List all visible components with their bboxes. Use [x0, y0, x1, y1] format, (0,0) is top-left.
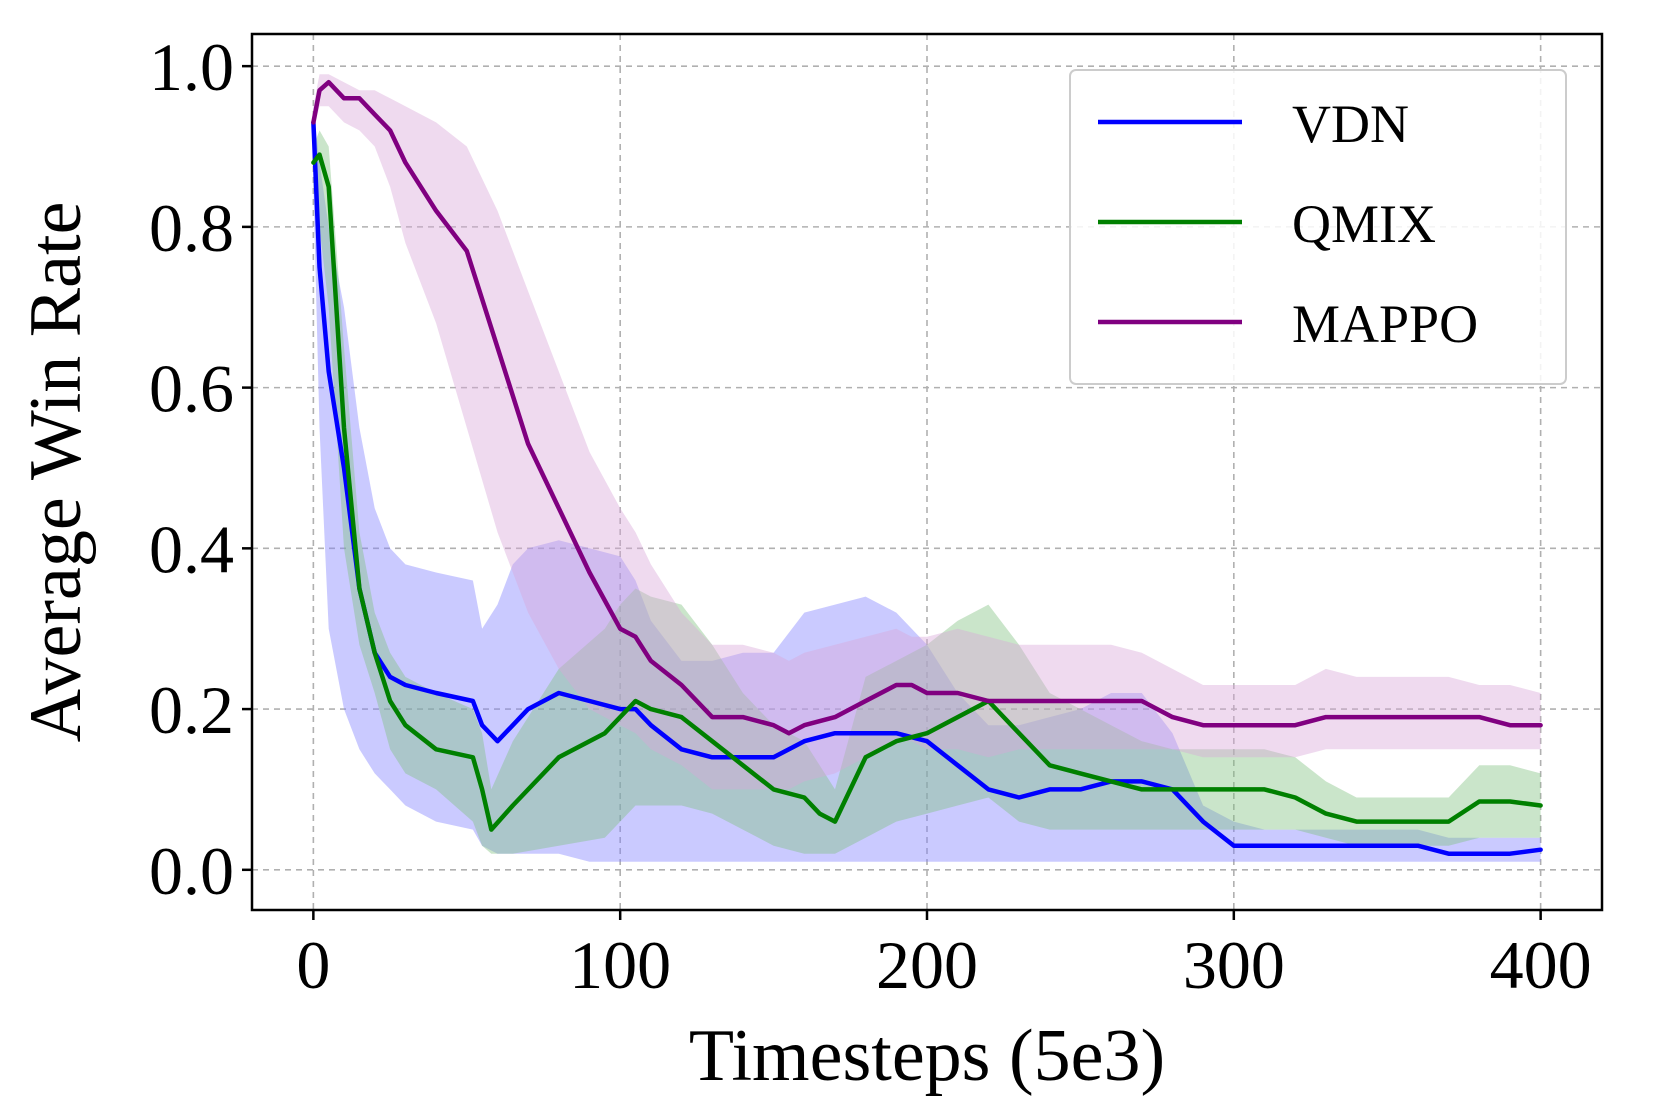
y-tick-label: 0.6 — [149, 351, 234, 427]
x-tick-label: 400 — [1490, 927, 1592, 1003]
band-vdn — [313, 106, 1541, 862]
x-tick-label: 100 — [569, 927, 671, 1003]
axis-ticks: 0 100 200 300 400 0.0 0.2 0.4 0.6 0.8 1.0 — [149, 29, 1592, 1003]
line-qmix — [311, 152, 1543, 832]
legend-label-mappo: MAPPO — [1292, 294, 1478, 354]
legend: VDN QMIX MAPPO — [1069, 69, 1567, 385]
y-tick-label: 0.8 — [149, 190, 234, 266]
x-tick-label: 200 — [876, 927, 978, 1003]
x-tick-label: 0 — [296, 927, 330, 1003]
legend-label-qmix: QMIX — [1292, 194, 1436, 254]
x-tick-label: 300 — [1183, 927, 1285, 1003]
band-mappo — [313, 74, 1541, 790]
y-tick-label: 1.0 — [149, 29, 234, 105]
line-mappo — [311, 79, 1543, 736]
band-qmix — [313, 130, 1541, 854]
confidence-bands — [313, 74, 1541, 862]
x-axis-label: Timesteps (5e3) — [689, 1015, 1165, 1097]
y-axis-label: Average Win Rate — [15, 202, 97, 743]
legend-box — [1069, 69, 1567, 385]
y-tick-label: 0.2 — [149, 672, 234, 748]
y-tick-label: 0.0 — [149, 833, 234, 909]
legend-label-vdn: VDN — [1292, 94, 1409, 154]
series-lines — [311, 79, 1543, 856]
line-vdn — [311, 120, 1543, 856]
y-tick-label: 0.4 — [149, 511, 234, 587]
